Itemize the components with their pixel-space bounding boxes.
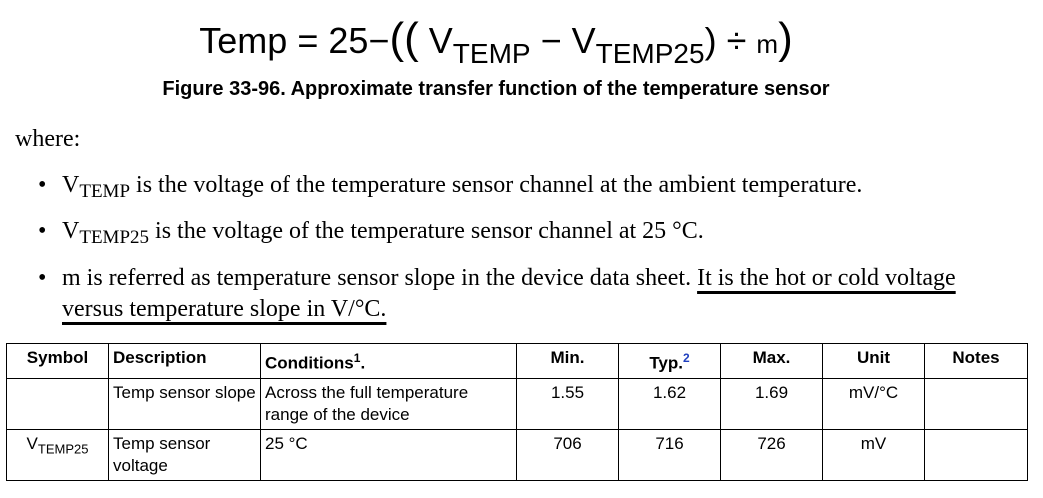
- spec-table: Symbol Description Conditions1. Min. Typ…: [6, 343, 1028, 481]
- formula-text: m: [756, 29, 779, 59]
- formula: Temp = 25−(( VTEMP − VTEMP25) ÷ m): [0, 14, 992, 70]
- formula-text: V: [428, 20, 453, 61]
- cell: mV/°C: [822, 377, 925, 430]
- cell: VTEMP25: [6, 428, 109, 481]
- bullet-text: VTEMP is the voltage of the temperature …: [62, 170, 992, 207]
- symbol-sub: TEMP25: [37, 441, 89, 457]
- header: Conditions1.: [260, 343, 517, 379]
- symbol-sub: TEMP: [79, 181, 131, 202]
- formula-text: V: [571, 20, 596, 61]
- intro: where:: [15, 126, 81, 152]
- text: is the voltage of the temperature sensor…: [130, 172, 863, 198]
- header-text: Conditions: [265, 353, 354, 373]
- bullet-text: m is referred as temperature sensor slop…: [62, 263, 992, 325]
- formula-sub: TEMP: [452, 38, 531, 69]
- header-row: Symbol Description Conditions1. Min. Typ…: [6, 343, 1028, 379]
- cell: 726: [720, 428, 823, 481]
- cell: [924, 428, 1028, 481]
- header-text: Typ.: [649, 353, 683, 373]
- formula-text: ÷: [726, 20, 747, 61]
- formula-text: −: [368, 20, 390, 61]
- text: is the voltage of the temperature sensor…: [149, 218, 704, 244]
- header: Description: [108, 343, 261, 379]
- formula-text: 25: [328, 20, 369, 61]
- cell: [6, 377, 109, 430]
- symbol: V: [26, 433, 38, 453]
- bullet: •: [38, 218, 47, 244]
- formula-text: ((: [389, 14, 419, 63]
- header: Notes: [924, 343, 1028, 379]
- formula-text: Temp: [199, 20, 288, 61]
- text: m is referred as temperature sensor slop…: [62, 265, 698, 291]
- cell: Temp sensor slope: [108, 377, 261, 430]
- cell: 706: [516, 428, 619, 481]
- formula-sub: TEMP25: [595, 38, 705, 69]
- caption: Figure 33-96. Approximate transfer funct…: [162, 78, 830, 100]
- footnote: 1: [353, 351, 361, 365]
- cell: 716: [618, 428, 721, 481]
- formula-text: −: [540, 20, 562, 61]
- cell: 1.62: [618, 377, 721, 430]
- symbol-sub: TEMP25: [79, 227, 150, 248]
- header: Typ.2: [618, 343, 721, 379]
- header: Unit: [822, 343, 925, 379]
- bullet: •: [38, 172, 47, 198]
- cell: [924, 377, 1028, 430]
- highlight: It is the hot or cold voltage versus tem…: [62, 265, 956, 322]
- cell: Temp sensor voltage: [108, 428, 261, 481]
- header: Max.: [720, 343, 823, 379]
- formula-text: ): [704, 20, 717, 61]
- cell: 25 °C: [260, 428, 517, 481]
- row: VTEMP25 Temp sensor voltage 25 °C 706 71…: [6, 428, 1028, 481]
- row: Temp sensor slope Across the full temper…: [6, 377, 1028, 430]
- cell: Across the full temperature range of the…: [260, 377, 517, 430]
- header: Symbol: [6, 343, 109, 379]
- formula-text: ): [778, 14, 793, 63]
- formula-text: =: [297, 20, 319, 61]
- bullet: •: [38, 265, 47, 291]
- cell: mV: [822, 428, 925, 481]
- symbol: V: [62, 172, 80, 198]
- cell: 1.55: [516, 377, 619, 430]
- header-text: .: [360, 353, 366, 373]
- footnote: 2: [683, 351, 690, 365]
- symbol: V: [62, 218, 80, 244]
- bullet-text: VTEMP25 is the voltage of the temperatur…: [62, 216, 992, 253]
- cell: 1.69: [720, 377, 823, 430]
- header: Min.: [516, 343, 619, 379]
